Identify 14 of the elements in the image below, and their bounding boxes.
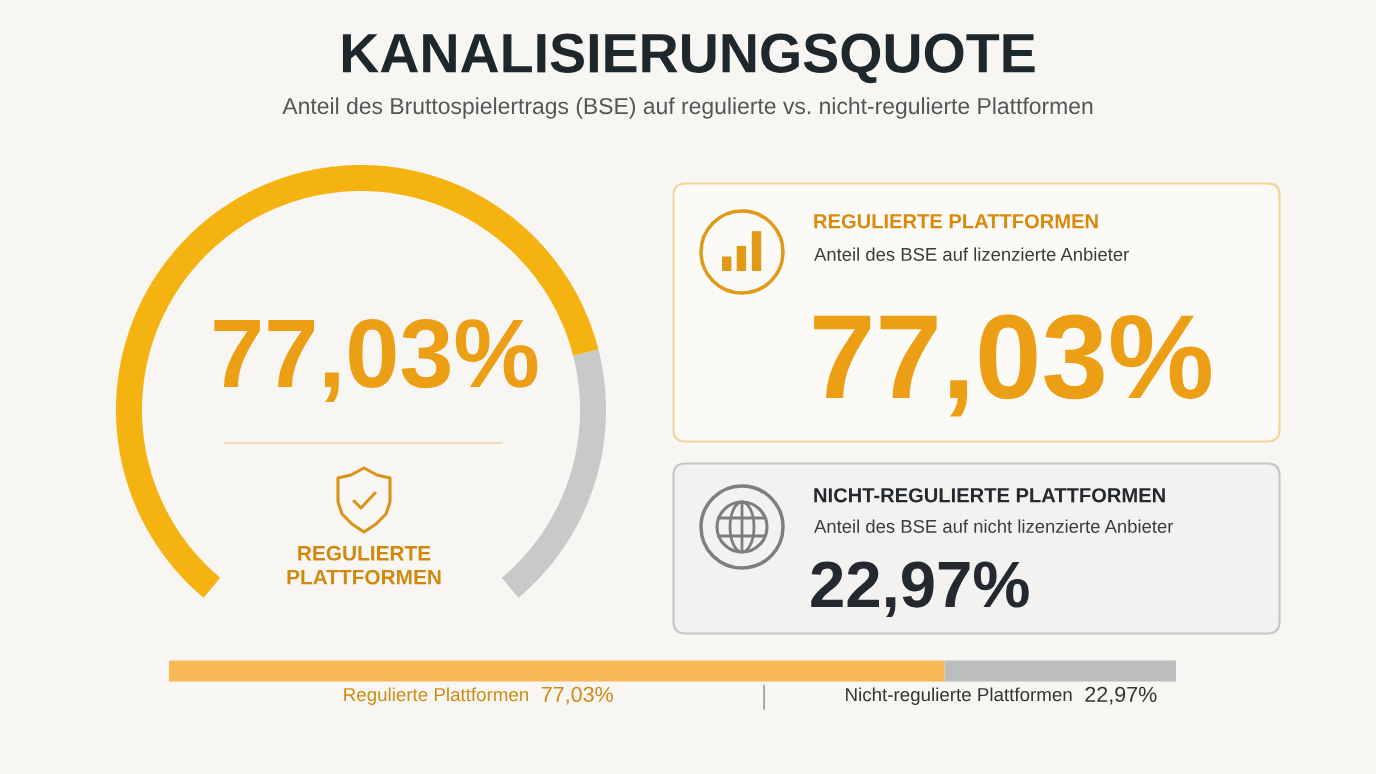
text: 77,03% bbox=[814, 314, 1211, 417]
text: Anteil des BSE auf nicht lizenzierte Anbieter bbox=[814, 519, 1174, 533]
text: Anteil des Bruttospielertrags (BSE) auf regulierte vs. nicht-regulierte Plattformen bbox=[282, 97, 1093, 119]
text: 22,97% bbox=[811, 561, 1029, 618]
data-label: 22,97% bbox=[1085, 686, 1157, 705]
text: Anteil des BSE auf lizenzierte Anbieter bbox=[814, 247, 1129, 261]
data-label: 77,03% bbox=[541, 686, 613, 705]
chart-title: KANALISIERUNGSQUOTE bbox=[342, 33, 1035, 84]
text: REGULIERTE PLATTFORMEN bbox=[814, 214, 1098, 229]
data-label: 77,03% bbox=[214, 319, 538, 403]
series-label: Nicht-regulierte Plattformen bbox=[846, 687, 1072, 705]
text: REGULIERTE PLATTFORMEN bbox=[287, 545, 441, 585]
text: NICHT-REGULIERTE PLATTFORMEN bbox=[814, 488, 1165, 503]
series-label: Regulierte Plattformen bbox=[344, 687, 529, 705]
